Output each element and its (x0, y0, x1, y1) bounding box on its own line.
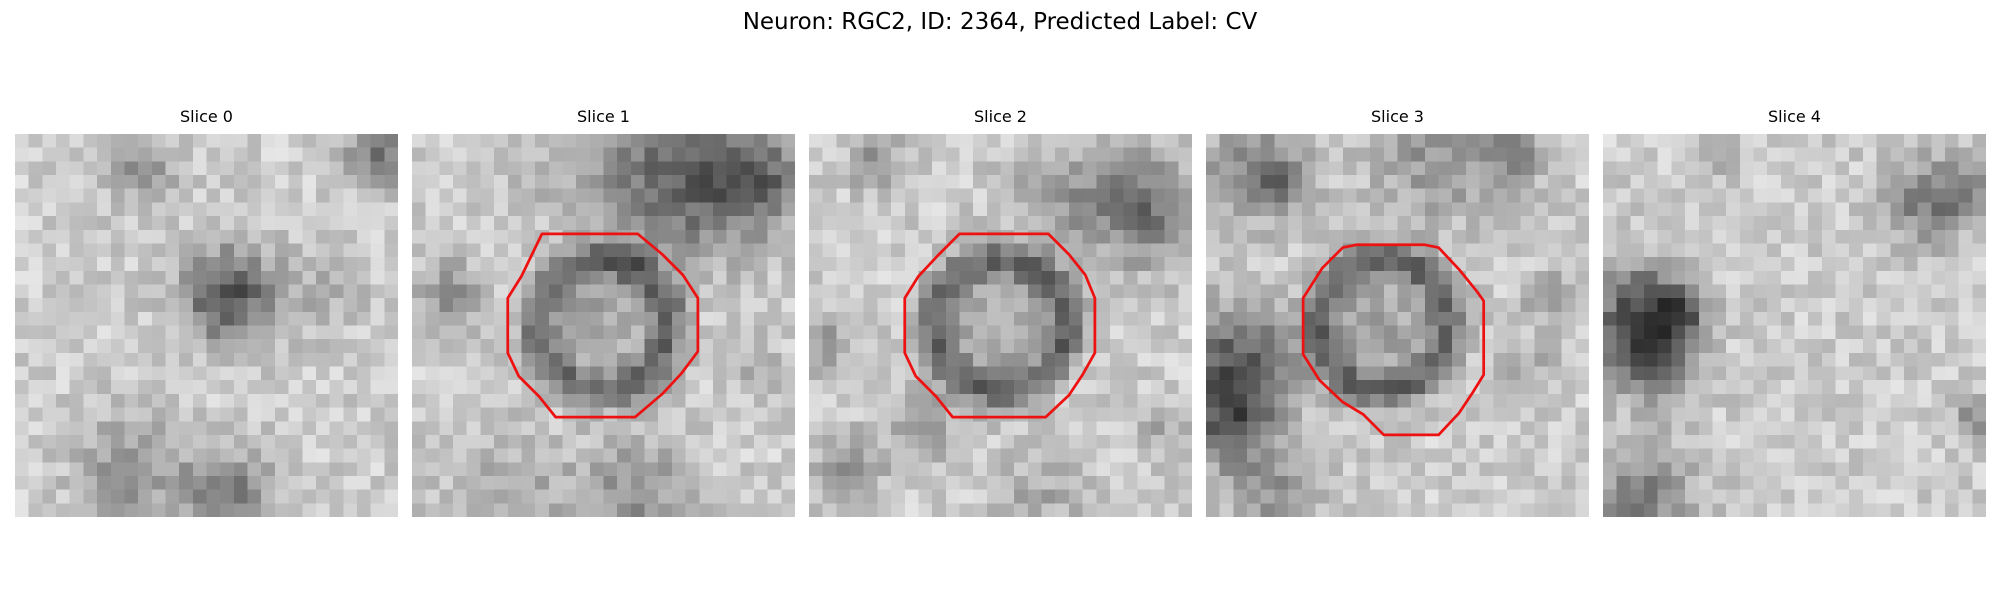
slice-panel-3: Slice 3 (1206, 106, 1589, 517)
slice-title: Slice 0 (180, 107, 233, 126)
slice-title: Slice 3 (1371, 107, 1424, 126)
microscopy-image (15, 134, 398, 517)
slice-title: Slice 2 (974, 107, 1027, 126)
slice-title: Slice 1 (577, 107, 630, 126)
slice-image (412, 134, 795, 517)
contour-overlay (1301, 243, 1486, 437)
segmentation-contour (903, 232, 1097, 419)
slice-panel-1: Slice 1 (412, 106, 795, 517)
slice-image (1603, 134, 1986, 517)
microscopy-image (412, 134, 795, 517)
contour-overlay (1603, 134, 1986, 517)
slice-image (1206, 134, 1589, 517)
slice-image (809, 134, 1192, 517)
microscopy-image (809, 134, 1192, 517)
contour-overlay (903, 232, 1097, 419)
slice-panel-0: Slice 0 (15, 106, 398, 517)
microscopy-image (1603, 134, 1986, 517)
slice-panel-2: Slice 2 (809, 106, 1192, 517)
slice-image (15, 134, 398, 517)
contour-overlay (506, 232, 700, 419)
segmentation-contour (1301, 243, 1486, 437)
segmentation-contour (506, 232, 700, 419)
slice-panel-4: Slice 4 (1603, 106, 1986, 517)
slice-title: Slice 4 (1768, 107, 1821, 126)
figure-title: Neuron: RGC2, ID: 2364, Predicted Label:… (742, 9, 1258, 35)
microscopy-image (1206, 134, 1589, 517)
contour-overlay (15, 134, 398, 517)
